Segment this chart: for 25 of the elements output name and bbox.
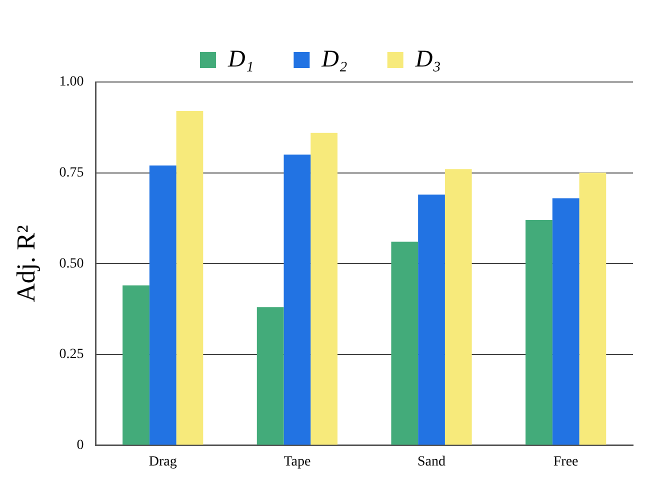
y-tick-label: 0	[76, 438, 84, 453]
legend-label: D₃	[414, 46, 442, 72]
bar	[418, 194, 445, 445]
legend-label: D₂	[320, 46, 348, 72]
legend-label: D₁	[226, 46, 254, 72]
x-tick-label: Tape	[284, 454, 311, 470]
x-tick-label: Drag	[148, 454, 177, 470]
bar	[284, 154, 311, 445]
bar	[391, 242, 418, 445]
x-tick-label: Sand	[418, 454, 446, 470]
y-tick-label: 0.75	[59, 165, 84, 180]
bar	[579, 172, 606, 445]
y-tick-label: 1.00	[59, 74, 84, 90]
bar	[176, 111, 204, 445]
bar	[149, 166, 176, 445]
bar	[444, 169, 472, 445]
y-tick-label: 0.50	[59, 256, 84, 272]
y-tick-label: 0.25	[59, 347, 84, 362]
bar	[526, 220, 552, 445]
bar	[256, 307, 284, 445]
bar	[310, 132, 338, 445]
y-axis-title: Adj. R²	[11, 224, 40, 302]
bar	[552, 198, 580, 445]
x-tick-label: Free	[553, 454, 578, 470]
bar	[122, 285, 150, 445]
